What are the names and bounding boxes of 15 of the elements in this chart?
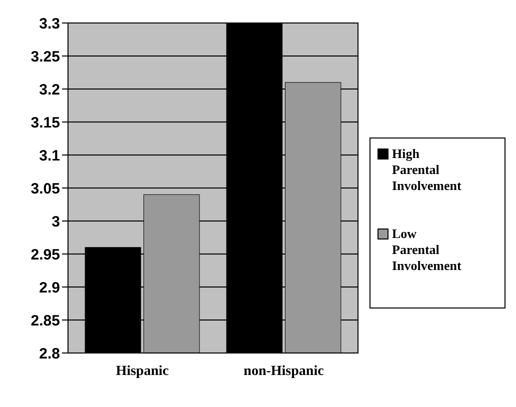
x-tick-label: Hispanic	[116, 364, 169, 379]
y-tick-label: 3.1	[39, 147, 60, 164]
y-tick-label: 3.15	[30, 114, 60, 132]
x-tick-label: non-Hispanic	[244, 364, 324, 379]
y-tick-label: 2.9	[39, 279, 60, 296]
y-tick-label: 3	[52, 213, 60, 230]
y-tick-label: 3.25	[30, 48, 60, 66]
y-tick-label: 3.3	[39, 15, 60, 32]
legend-label: Low Parental Involvement	[392, 226, 462, 273]
y-tick-label: 2.95	[30, 246, 60, 264]
y-tick-label: 2.85	[30, 312, 60, 330]
y-tick-label: 2.8	[39, 345, 60, 362]
y-tick-label: 3.2	[39, 81, 60, 98]
legend-label: High Parental Involvement	[392, 146, 462, 193]
y-tick-label: 3.05	[30, 180, 60, 198]
